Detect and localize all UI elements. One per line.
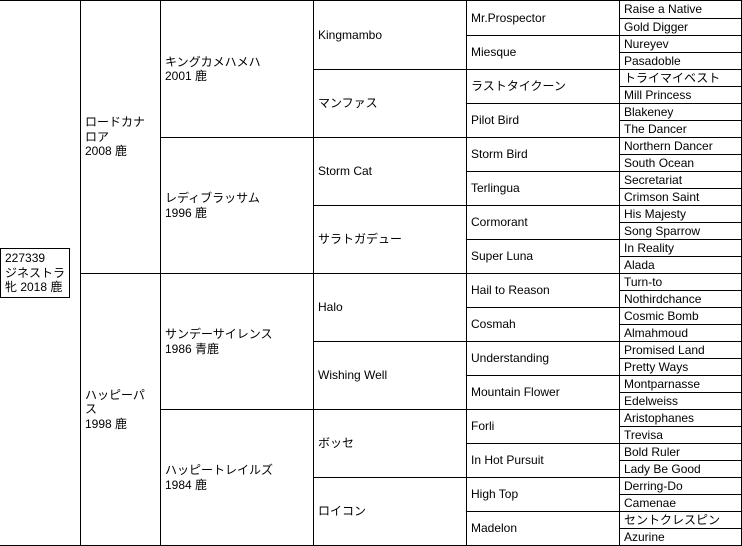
g3-cell: Storm Bird (466, 137, 619, 171)
g4-cell: Northern Dancer (619, 137, 742, 154)
g4-cell: Crimson Saint (619, 188, 742, 205)
g4-cell: Azurine (619, 528, 742, 545)
g4-cell: Turn-to (619, 273, 742, 290)
g4-cell: Alada (619, 256, 742, 273)
g4-cell: Camenae (619, 494, 742, 511)
g4-cell: Mill Princess (619, 86, 742, 103)
grandparent-cell: キングカメハメハ2001 鹿 (160, 1, 313, 137)
subject-name: ジネストラ (5, 266, 65, 280)
g4-cell: セントクレスピン (619, 511, 742, 528)
g4-cell: Gold Digger (619, 18, 742, 35)
g3-cell: ラストタイクーン (466, 69, 619, 103)
col-parents: ロードカナロア2008 鹿ハッピーパス1998 鹿 (80, 1, 160, 545)
g4-cell: Bold Ruler (619, 443, 742, 460)
parent-cell: ハッピーパス1998 鹿 (80, 273, 160, 545)
ggp-cell: Kingmambo (313, 1, 466, 69)
g3-cell: Hail to Reason (466, 273, 619, 307)
g4-cell: In Reality (619, 239, 742, 256)
g3-cell: Madelon (466, 511, 619, 545)
parent-cell: ロードカナロア2008 鹿 (80, 1, 160, 273)
g4-cell: Nothirdchance (619, 290, 742, 307)
ggp-cell: Halo (313, 273, 466, 341)
g3-cell: Forli (466, 409, 619, 443)
g4-cell: Aristophanes (619, 409, 742, 426)
ggp-cell: Wishing Well (313, 341, 466, 409)
g4-cell: Song Sparrow (619, 222, 742, 239)
g3-cell: Pilot Bird (466, 103, 619, 137)
g3-cell: Terlingua (466, 171, 619, 205)
grandparent-cell: サンデーサイレンス1986 青鹿 (160, 273, 313, 409)
ggp-cell: Storm Cat (313, 137, 466, 205)
g4-cell: Cosmic Bomb (619, 307, 742, 324)
g3-cell: Miesque (466, 35, 619, 69)
g3-cell: Cormorant (466, 205, 619, 239)
g4-cell: Promised Land (619, 341, 742, 358)
g3-cell: Cosmah (466, 307, 619, 341)
g4-cell: Montparnasse (619, 375, 742, 392)
g4-cell: South Ocean (619, 154, 742, 171)
g3-cell: High Top (466, 477, 619, 511)
g4-cell: The Dancer (619, 120, 742, 137)
g4-cell: Raise a Native (619, 1, 742, 18)
g4-cell: His Majesty (619, 205, 742, 222)
subject-desc: 牝 2018 鹿 (5, 280, 65, 294)
col-gen5: Raise a NativeGold DiggerNureyevPasadobl… (619, 1, 742, 545)
g4-cell: Nureyev (619, 35, 742, 52)
col-grandparents: キングカメハメハ2001 鹿レディブラッサム1996 鹿サンデーサイレンス198… (160, 1, 313, 545)
col-gen4: Mr.ProspectorMiesqueラストタイクーンPilot BirdSt… (466, 1, 619, 545)
ggp-cell: マンファス (313, 69, 466, 137)
g3-cell: Understanding (466, 341, 619, 375)
g3-cell: Mountain Flower (466, 375, 619, 409)
g3-cell: Mr.Prospector (466, 1, 619, 35)
ggp-cell: ボッセ (313, 409, 466, 477)
grandparent-cell: レディブラッサム1996 鹿 (160, 137, 313, 273)
col-gen3: KingmamboマンファスStorm CatサラトガデューHaloWishin… (313, 1, 466, 545)
g4-cell: Secretariat (619, 171, 742, 188)
col-subject: 227339 ジネストラ 牝 2018 鹿 (0, 1, 80, 545)
g4-cell: Almahmoud (619, 324, 742, 341)
g3-cell: Super Luna (466, 239, 619, 273)
g4-cell: Derring-Do (619, 477, 742, 494)
g4-cell: Edelweiss (619, 392, 742, 409)
ggp-cell: サラトガデュー (313, 205, 466, 273)
g3-cell: In Hot Pursuit (466, 443, 619, 477)
g4-cell: Pasadoble (619, 52, 742, 69)
g4-cell: Blakeney (619, 103, 742, 120)
g4-cell: トライマイベスト (619, 69, 742, 86)
pedigree-chart: 227339 ジネストラ 牝 2018 鹿 ロードカナロア2008 鹿ハッピーパ… (0, 0, 742, 546)
g4-cell: Trevisa (619, 426, 742, 443)
subject-box: 227339 ジネストラ 牝 2018 鹿 (0, 248, 70, 297)
g4-cell: Pretty Ways (619, 358, 742, 375)
grandparent-cell: ハッピートレイルズ1984 鹿 (160, 409, 313, 545)
g4-cell: Lady Be Good (619, 460, 742, 477)
ggp-cell: ロイコン (313, 477, 466, 545)
subject-id: 227339 (5, 251, 65, 265)
